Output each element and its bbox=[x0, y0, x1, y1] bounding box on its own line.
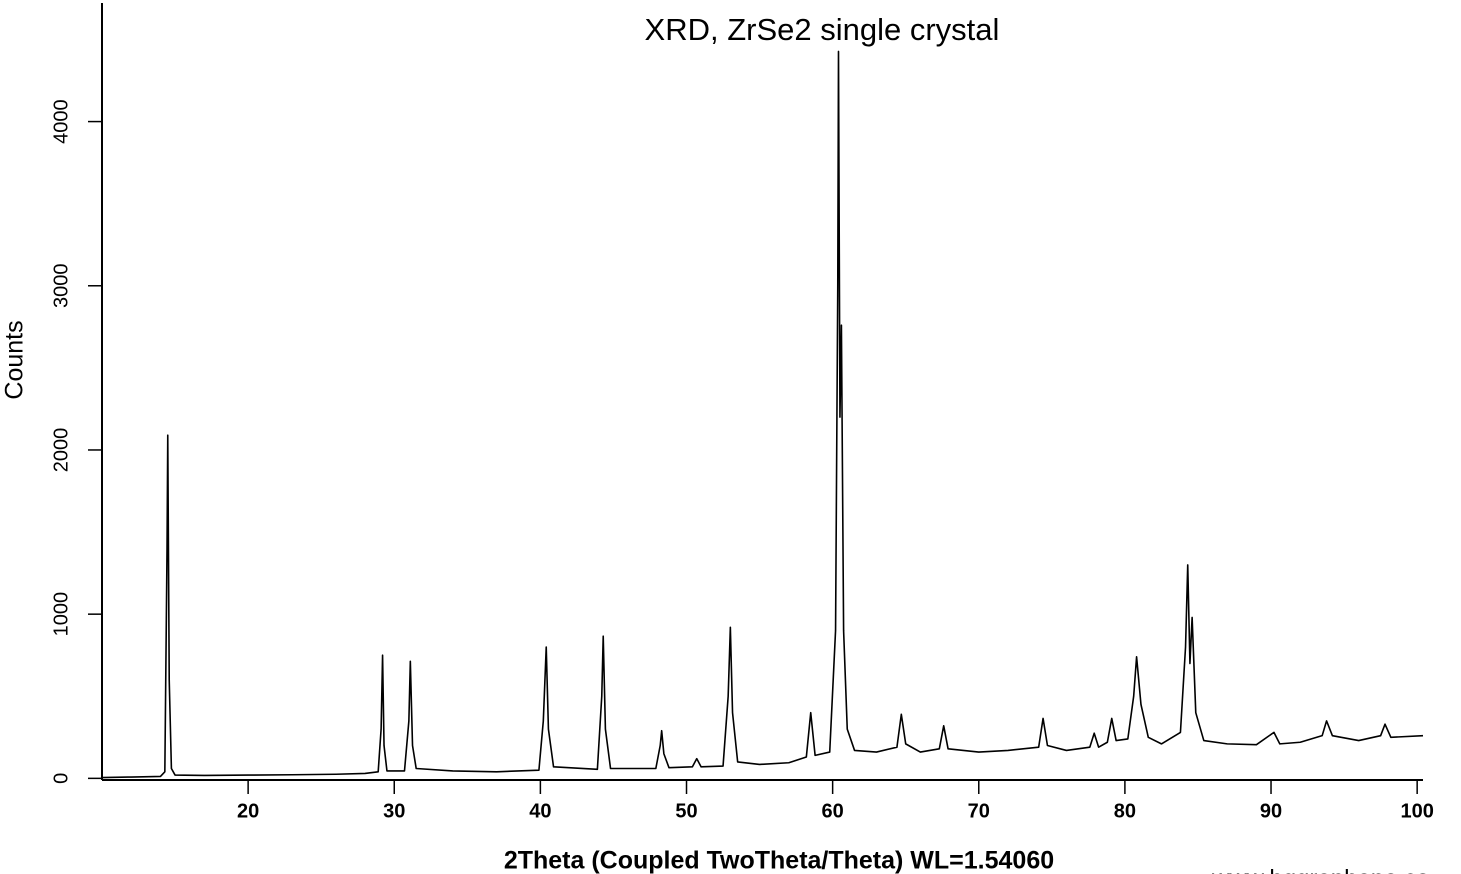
y-axis-label: Counts bbox=[1, 320, 29, 399]
x-axis-label: 2Theta (Coupled TwoTheta/Theta) WL=1.540… bbox=[504, 847, 1054, 874]
y-tick-label: 4000 bbox=[50, 99, 72, 144]
data-line bbox=[101, 50, 1424, 779]
x-tick-label: 60 bbox=[822, 800, 844, 822]
x-tick-label: 20 bbox=[237, 800, 259, 822]
x-tick-label: 70 bbox=[968, 800, 990, 822]
y-tick-label: 0 bbox=[50, 773, 72, 784]
y-tick-label: 1000 bbox=[50, 592, 72, 637]
x-tick-label: 40 bbox=[529, 800, 551, 822]
x-tick-label: 30 bbox=[383, 800, 405, 822]
watermark: www.hqgraphene.co bbox=[1211, 865, 1429, 874]
x-tick-label: 100 bbox=[1400, 800, 1433, 822]
y-tick-label: 2000 bbox=[50, 428, 72, 473]
chart-title: XRD, ZrSe2 single crystal bbox=[645, 12, 1000, 47]
y-tick-label: 3000 bbox=[50, 264, 72, 309]
x-tick-label: 90 bbox=[1260, 800, 1282, 822]
x-tick-label: 80 bbox=[1114, 800, 1136, 822]
x-tick-label: 50 bbox=[675, 800, 697, 822]
